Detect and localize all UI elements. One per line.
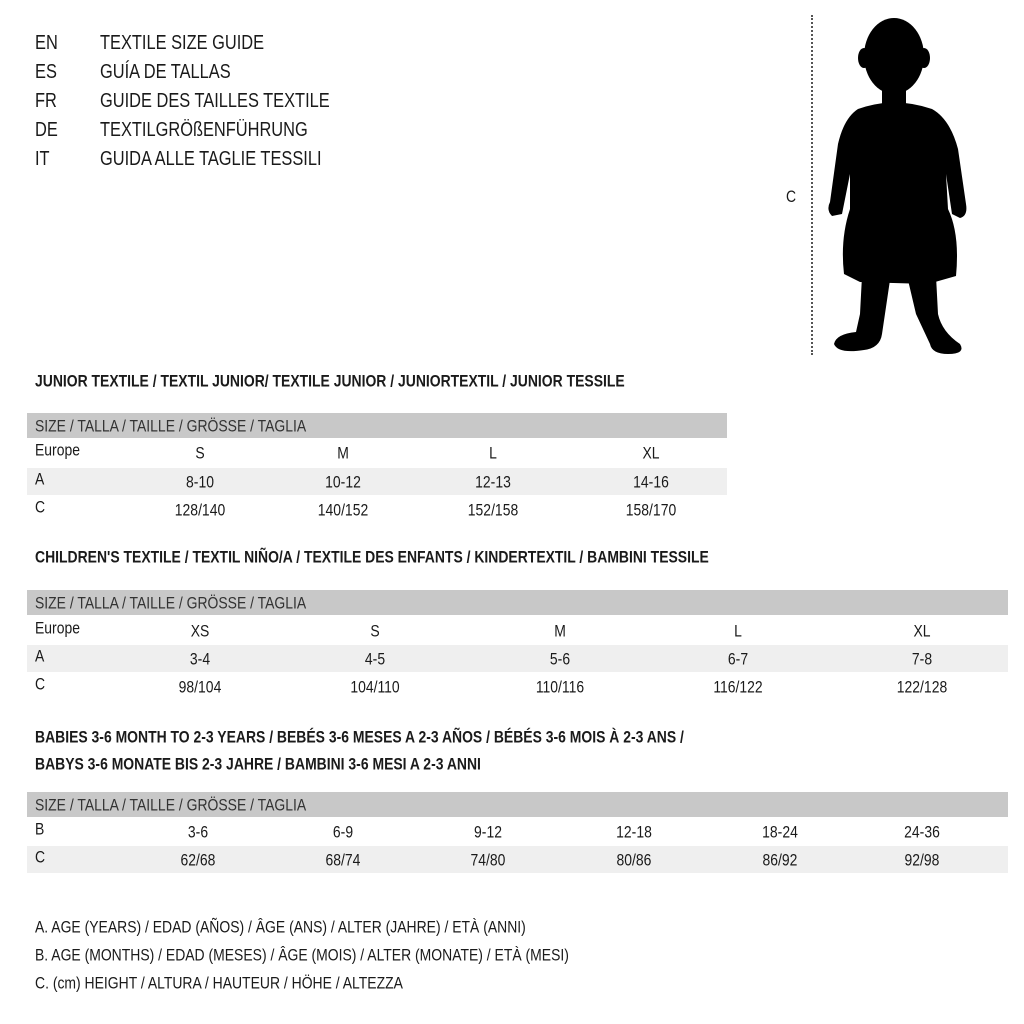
table-cell: S: [195, 443, 205, 463]
table-cell: L: [734, 621, 742, 641]
table-cell: 6-9: [332, 822, 354, 842]
table-cell: 104/110: [350, 677, 400, 697]
row-stripe: [27, 468, 727, 495]
table-cell: 3-4: [189, 649, 211, 669]
table-cell: 5-6: [549, 649, 571, 669]
table-cell: 128/140: [174, 500, 226, 520]
table-cell: XS: [190, 621, 210, 641]
table-cell: 4-5: [364, 649, 386, 669]
table-cell: 24-36: [904, 822, 940, 842]
row-label: B: [35, 819, 45, 839]
table-cell: 86/92: [762, 850, 798, 870]
legend-item: B. AGE (MONTHS) / EDAD (MESES) / ÂGE (MO…: [35, 945, 569, 965]
table-cell: 3-6: [187, 822, 209, 842]
table-cell: 116/122: [713, 677, 763, 697]
section-title: BABYS 3-6 MONATE BIS 2-3 JAHRE / BAMBINI…: [35, 754, 481, 774]
table-cell: 98/104: [178, 677, 222, 697]
lang-title: GUIDE DES TAILLES TEXTILE: [100, 90, 330, 112]
table-cell: 74/80: [470, 850, 506, 870]
lang-code: ES: [35, 61, 57, 83]
table-cell: 122/128: [896, 677, 948, 697]
row-label: Europe: [35, 618, 80, 638]
table-cell: 8-10: [186, 472, 214, 492]
row-label: A: [35, 469, 45, 489]
row-label: C: [35, 497, 46, 517]
lang-title: GUÍA DE TALLAS: [100, 61, 231, 83]
section-title: BABIES 3-6 MONTH TO 2-3 YEARS / BEBÉS 3-…: [35, 727, 684, 747]
row-stripe: [27, 846, 1008, 873]
table-header-label: SIZE / TALLA / TAILLE / GRÖSSE / TAGLIA: [35, 593, 307, 613]
table-cell: 140/152: [317, 500, 369, 520]
table-cell: 9-12: [474, 822, 502, 842]
lang-code: DE: [35, 119, 58, 141]
table-cell: XL: [642, 443, 660, 463]
table-cell: 158/170: [625, 500, 677, 520]
table-cell: 68/74: [325, 850, 361, 870]
legend-item: C. (cm) HEIGHT / ALTURA / HAUTEUR / HÖHE…: [35, 973, 403, 993]
table-cell: 152/158: [467, 500, 519, 520]
table-header-bar: [27, 792, 1008, 817]
table-cell: M: [554, 621, 566, 641]
table-cell: 12-13: [475, 472, 511, 492]
child-silhouette-icon: [828, 18, 967, 354]
measure-label: C: [786, 187, 797, 206]
lang-code: FR: [35, 90, 57, 112]
table-cell: XL: [913, 621, 931, 641]
lang-title: TEXTILGRÖßENFÜHRUNG: [100, 119, 308, 141]
lang-code: EN: [35, 32, 58, 54]
table-cell: 62/68: [180, 850, 216, 870]
lang-title: TEXTILE SIZE GUIDE: [100, 32, 265, 54]
table-cell: 12-18: [616, 822, 652, 842]
table-cell: 80/86: [616, 850, 652, 870]
section-title: JUNIOR TEXTILE / TEXTIL JUNIOR/ TEXTILE …: [35, 371, 625, 391]
table-cell: S: [370, 621, 380, 641]
row-label: C: [35, 847, 46, 867]
table-cell: 10-12: [325, 472, 361, 492]
lang-code: IT: [35, 148, 50, 170]
table-header-label: SIZE / TALLA / TAILLE / GRÖSSE / TAGLIA: [35, 795, 307, 815]
table-cell: 7-8: [911, 649, 933, 669]
row-stripe: [27, 645, 1008, 672]
row-label: A: [35, 646, 45, 666]
table-header-bar: [27, 413, 727, 438]
lang-title: GUIDA ALLE TAGLIE TESSILI: [100, 148, 322, 170]
height-measure-line: [811, 15, 813, 355]
table-cell: 110/116: [535, 677, 585, 697]
table-header-label: SIZE / TALLA / TAILLE / GRÖSSE / TAGLIA: [35, 416, 307, 436]
row-label: Europe: [35, 440, 80, 460]
table-cell: 14-16: [633, 472, 669, 492]
table-cell: 6-7: [727, 649, 749, 669]
table-cell: L: [489, 443, 497, 463]
row-label: C: [35, 674, 46, 694]
section-title: CHILDREN'S TEXTILE / TEXTIL NIÑO/A / TEX…: [35, 547, 709, 567]
table-header-bar: [27, 590, 1008, 615]
table-cell: 92/98: [904, 850, 940, 870]
legend-item: A. AGE (YEARS) / EDAD (AÑOS) / ÂGE (ANS)…: [35, 917, 526, 937]
table-cell: 18-24: [762, 822, 798, 842]
table-cell: M: [337, 443, 349, 463]
